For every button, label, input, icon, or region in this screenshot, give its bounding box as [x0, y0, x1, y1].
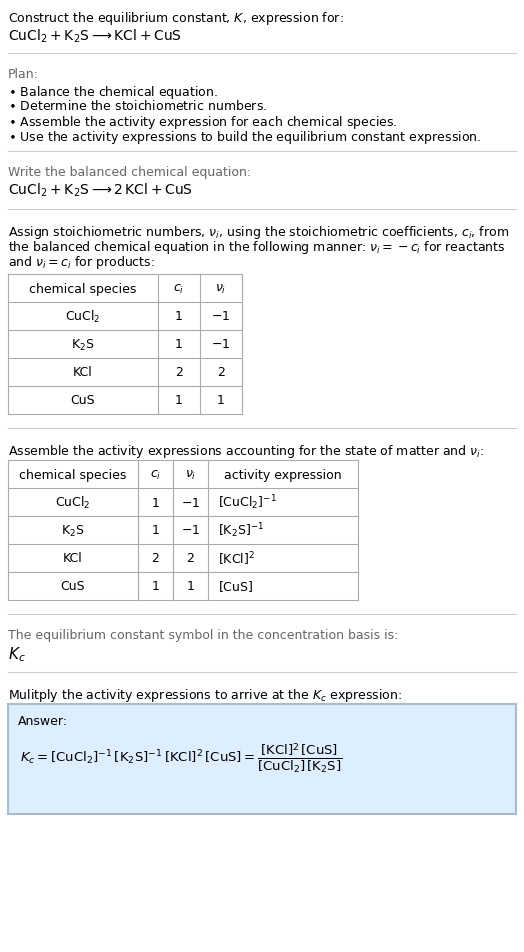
Text: $\bullet$ Determine the stoichiometric numbers.: $\bullet$ Determine the stoichiometric n…: [8, 99, 267, 113]
Text: $K_c$: $K_c$: [8, 645, 26, 663]
Text: 1: 1: [175, 310, 183, 323]
Text: chemical species: chemical species: [29, 282, 137, 295]
Text: 1: 1: [187, 580, 194, 593]
Text: $-1$: $-1$: [181, 524, 200, 537]
Text: 1: 1: [151, 580, 159, 593]
Text: $[\mathrm{KCl}]^2$: $[\mathrm{KCl}]^2$: [218, 549, 255, 567]
Text: $\nu_i$: $\nu_i$: [215, 282, 227, 295]
Text: activity expression: activity expression: [224, 468, 342, 481]
Text: Mulitply the activity expressions to arrive at the $K_c$ expression:: Mulitply the activity expressions to arr…: [8, 686, 402, 704]
Text: 2: 2: [217, 367, 225, 379]
Text: Construct the equilibrium constant, $K$, expression for:: Construct the equilibrium constant, $K$,…: [8, 10, 344, 27]
Text: Answer:: Answer:: [18, 714, 68, 727]
Text: Plan:: Plan:: [8, 68, 39, 81]
Text: $-1$: $-1$: [211, 338, 231, 351]
Text: $c_i$: $c_i$: [173, 282, 184, 295]
Text: CuS: CuS: [71, 394, 95, 407]
Text: the balanced chemical equation in the following manner: $\nu_i = -c_i$ for react: the balanced chemical equation in the fo…: [8, 239, 506, 256]
Text: $\mathrm{CuCl_2}$: $\mathrm{CuCl_2}$: [65, 308, 101, 325]
Text: Assemble the activity expressions accounting for the state of matter and $\nu_i$: Assemble the activity expressions accoun…: [8, 443, 484, 460]
Text: Write the balanced chemical equation:: Write the balanced chemical equation:: [8, 166, 251, 179]
Text: chemical species: chemical species: [19, 468, 127, 481]
Text: $\bullet$ Balance the chemical equation.: $\bullet$ Balance the chemical equation.: [8, 84, 218, 101]
Text: CuS: CuS: [61, 580, 85, 593]
Text: $\nu_i$: $\nu_i$: [185, 468, 196, 481]
Text: 2: 2: [187, 552, 194, 565]
Text: 2: 2: [175, 367, 183, 379]
Text: KCl: KCl: [73, 367, 93, 379]
Text: and $\nu_i = c_i$ for products:: and $\nu_i = c_i$ for products:: [8, 254, 155, 270]
Text: $\mathrm{CuCl_2 + K_2S \longrightarrow 2\,KCl + CuS}$: $\mathrm{CuCl_2 + K_2S \longrightarrow 2…: [8, 182, 193, 199]
Text: $\bullet$ Use the activity expressions to build the equilibrium constant express: $\bullet$ Use the activity expressions t…: [8, 129, 481, 146]
Text: $\mathrm{CuCl_2 + K_2S \longrightarrow KCl + CuS}$: $\mathrm{CuCl_2 + K_2S \longrightarrow K…: [8, 28, 182, 46]
Text: $\mathrm{CuCl_2}$: $\mathrm{CuCl_2}$: [55, 494, 91, 510]
Text: 1: 1: [175, 338, 183, 351]
Text: $[\mathrm{CuS}]$: $[\mathrm{CuS}]$: [218, 579, 253, 594]
Text: Assign stoichiometric numbers, $\nu_i$, using the stoichiometric coefficients, $: Assign stoichiometric numbers, $\nu_i$, …: [8, 224, 509, 241]
Text: $\mathrm{K_2S}$: $\mathrm{K_2S}$: [61, 523, 85, 538]
Text: 1: 1: [175, 394, 183, 407]
Text: KCl: KCl: [63, 552, 83, 565]
Text: $K_c = [\mathrm{CuCl_2}]^{-1}\,[\mathrm{K_2S}]^{-1}\,[\mathrm{KCl}]^2\,[\mathrm{: $K_c = [\mathrm{CuCl_2}]^{-1}\,[\mathrm{…: [20, 741, 343, 774]
Text: $-1$: $-1$: [181, 496, 200, 509]
Text: $[\mathrm{CuCl_2}]^{-1}$: $[\mathrm{CuCl_2}]^{-1}$: [218, 493, 277, 512]
Text: $-1$: $-1$: [211, 310, 231, 323]
Text: 1: 1: [151, 524, 159, 537]
Text: 1: 1: [217, 394, 225, 407]
Text: 1: 1: [151, 496, 159, 509]
Text: The equilibrium constant symbol in the concentration basis is:: The equilibrium constant symbol in the c…: [8, 628, 398, 642]
Text: $c_i$: $c_i$: [150, 468, 161, 481]
Text: $\bullet$ Assemble the activity expression for each chemical species.: $\bullet$ Assemble the activity expressi…: [8, 114, 397, 130]
Text: 2: 2: [151, 552, 159, 565]
Text: $[\mathrm{K_2S}]^{-1}$: $[\mathrm{K_2S}]^{-1}$: [218, 521, 264, 540]
Text: $\mathrm{K_2S}$: $\mathrm{K_2S}$: [71, 337, 95, 352]
